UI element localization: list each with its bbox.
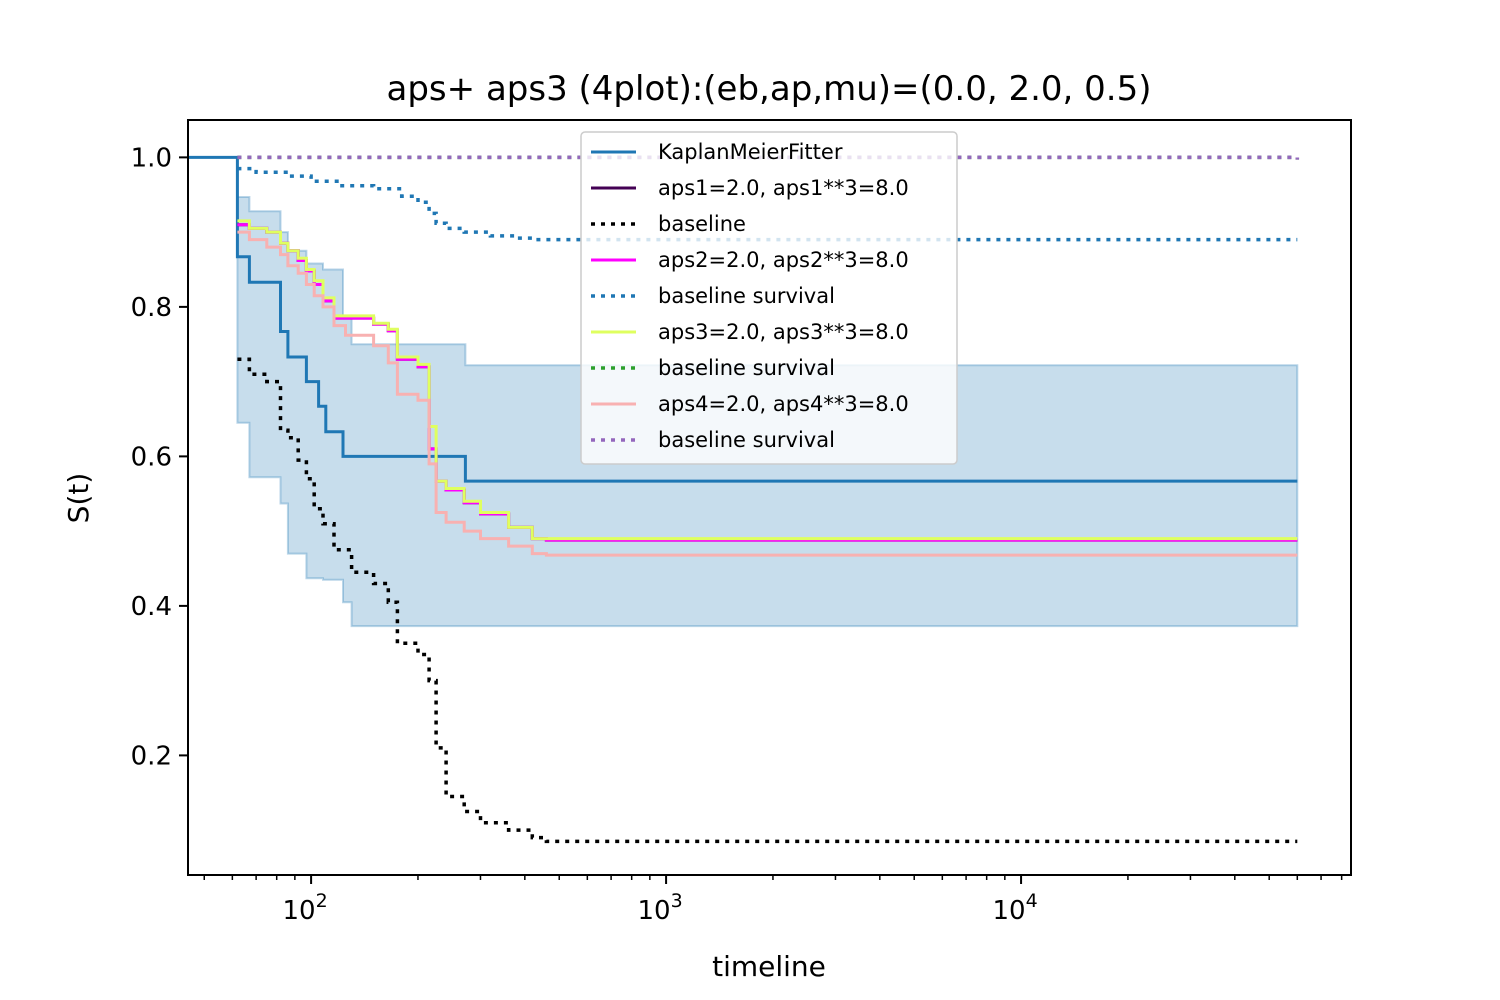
series-line-8 bbox=[237, 230, 1298, 557]
chart-title: aps+ aps3 (4plot):(eb,ap,mu)=(0.0, 2.0, … bbox=[387, 69, 1152, 109]
y-tick-label-1: 0.2 bbox=[131, 741, 172, 771]
y-axis-label: S(t) bbox=[62, 473, 95, 524]
legend-label-6: aps3=2.0, aps3**3=8.0 bbox=[658, 320, 909, 344]
legend-label-2: aps1=2.0, aps1**3=8.0 bbox=[658, 176, 909, 200]
axes-frame bbox=[187, 119, 1352, 876]
y-tick-label-4: 0.8 bbox=[131, 293, 172, 323]
y-tick-label-2: 0.4 bbox=[131, 592, 172, 622]
legend-label-5: baseline survival bbox=[658, 284, 835, 308]
series-line-3 bbox=[237, 357, 1298, 844]
legend-box bbox=[580, 131, 958, 465]
series-line-1 bbox=[188, 155, 1298, 483]
legend-label-8: aps4=2.0, aps4**3=8.0 bbox=[658, 392, 909, 416]
y-tick-label-3: 0.6 bbox=[131, 442, 172, 472]
legend-label-1: KaplanMeierFitter bbox=[658, 140, 843, 164]
legend-label-7: baseline survival bbox=[658, 356, 835, 380]
y-tick-label-5: 1.0 bbox=[131, 143, 172, 173]
legend: KaplanMeierFitter aps1=2.0, aps1**3=8.0 ba… bbox=[580, 131, 958, 465]
x-tick-label-3: 104 bbox=[992, 890, 1037, 926]
series-line-6 bbox=[237, 219, 1298, 541]
legend-label-4: aps2=2.0, aps2**3=8.0 bbox=[658, 248, 909, 272]
x-tick-label-1: 102 bbox=[283, 890, 328, 926]
legend-label-3: baseline bbox=[658, 212, 746, 236]
x-axis-label: timeline bbox=[712, 950, 826, 983]
x-tick-label-2: 103 bbox=[637, 890, 682, 926]
legend-label-9: baseline survival bbox=[658, 428, 835, 452]
